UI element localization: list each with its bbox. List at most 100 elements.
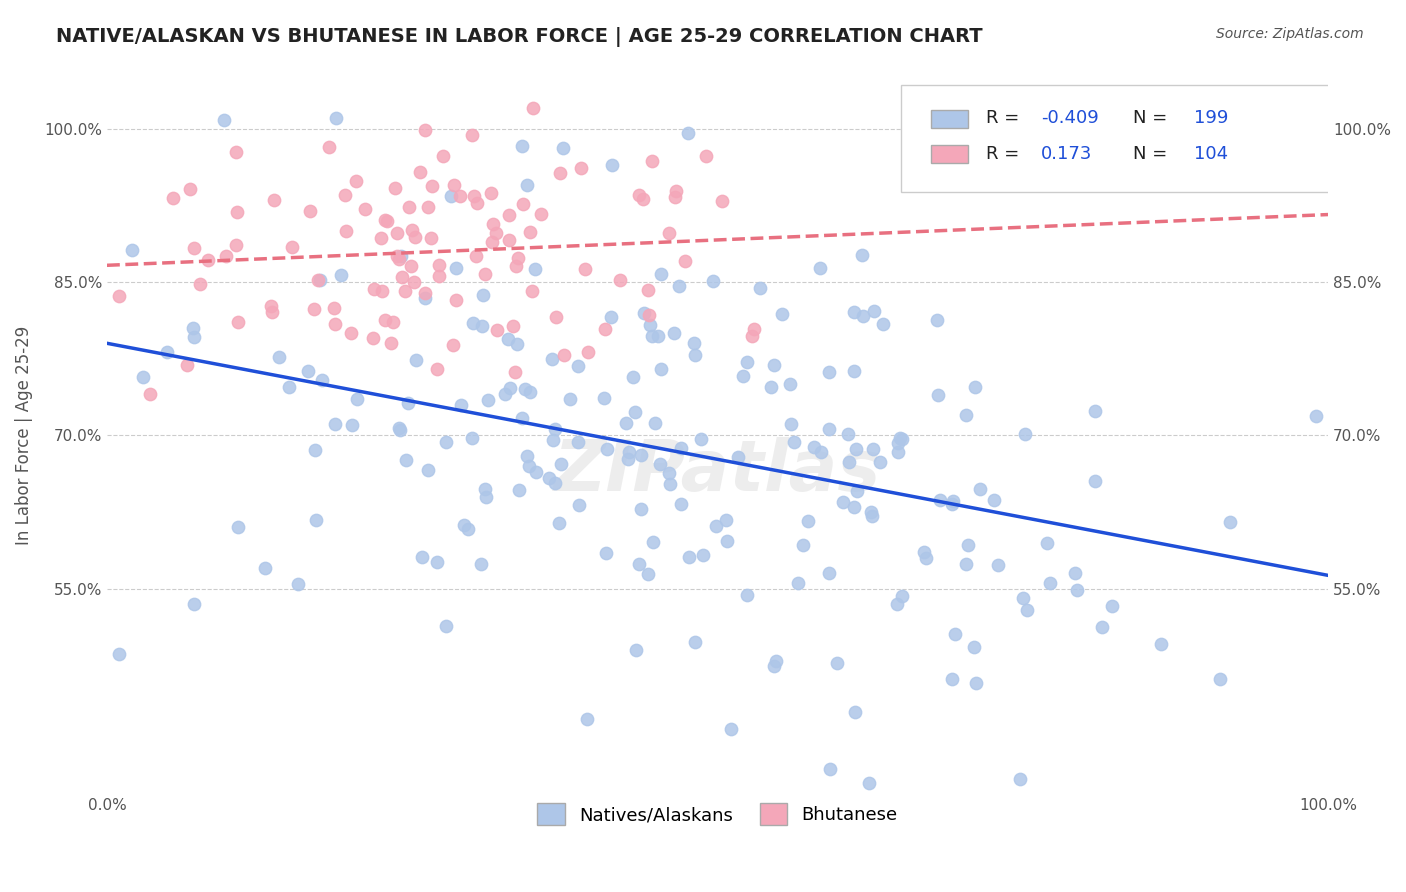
Point <box>963 640 986 655</box>
Point <box>983 493 1005 508</box>
Point <box>277 380 299 394</box>
Point <box>420 179 443 194</box>
Point <box>1010 772 1032 786</box>
Text: 104: 104 <box>1194 145 1227 163</box>
Point <box>576 712 599 726</box>
Point <box>599 310 621 325</box>
Point <box>631 192 654 206</box>
Point <box>388 252 411 266</box>
Point <box>375 214 398 228</box>
Point <box>928 493 950 508</box>
Point <box>673 254 696 268</box>
Point <box>444 293 467 307</box>
Point <box>779 377 801 392</box>
Point <box>817 566 839 581</box>
Point <box>482 217 505 231</box>
Point <box>912 545 935 559</box>
Point <box>484 226 506 240</box>
Point <box>955 557 977 571</box>
Point <box>543 422 565 436</box>
Point <box>621 370 644 384</box>
Point <box>943 627 966 641</box>
Bar <box>931 110 967 128</box>
Point <box>474 490 496 504</box>
Point <box>385 226 408 240</box>
Point <box>641 535 664 549</box>
Point <box>322 301 344 315</box>
Point <box>702 274 724 288</box>
Point <box>281 239 304 253</box>
Point <box>465 196 488 211</box>
Legend: Natives/Alaskans, Bhutanese: Natives/Alaskans, Bhutanese <box>529 795 907 834</box>
Point <box>637 567 659 582</box>
Point <box>692 548 714 562</box>
Point <box>941 497 963 511</box>
Point <box>956 538 979 552</box>
Point <box>427 259 450 273</box>
Point <box>485 323 508 337</box>
Point <box>567 435 589 450</box>
Point <box>1209 673 1232 687</box>
Point <box>329 268 352 282</box>
Point <box>498 208 520 222</box>
Point <box>411 549 433 564</box>
Point <box>650 361 672 376</box>
Point <box>838 455 860 469</box>
Text: -0.409: -0.409 <box>1042 109 1099 128</box>
Point <box>818 421 841 435</box>
Point <box>434 434 457 449</box>
Text: ZIPatlas: ZIPatlas <box>554 437 882 506</box>
Point <box>481 235 503 249</box>
Point <box>323 317 346 331</box>
Point <box>1039 576 1062 591</box>
Point <box>502 319 524 334</box>
Point <box>176 358 198 372</box>
Point <box>955 408 977 422</box>
Point <box>121 243 143 257</box>
Point <box>259 299 281 313</box>
Point <box>844 705 866 719</box>
Point <box>669 441 692 455</box>
Point <box>389 250 412 264</box>
Point <box>309 273 332 287</box>
Point <box>323 417 346 431</box>
Point <box>505 259 527 273</box>
Point <box>665 184 688 198</box>
Point <box>640 318 662 332</box>
Point <box>647 328 669 343</box>
Point <box>477 393 499 408</box>
Point <box>748 280 770 294</box>
Point <box>845 442 868 456</box>
Point <box>662 326 685 340</box>
Point <box>346 392 368 407</box>
Point <box>522 101 544 115</box>
Text: NATIVE/ALASKAN VS BHUTANESE IN LABOR FORCE | AGE 25-29 CORRELATION CHART: NATIVE/ALASKAN VS BHUTANESE IN LABOR FOR… <box>56 27 983 46</box>
Text: R =: R = <box>986 145 1025 163</box>
Point <box>547 516 569 530</box>
Point <box>1011 591 1033 606</box>
Point <box>228 315 250 329</box>
Point <box>453 517 475 532</box>
Point <box>630 501 652 516</box>
Point <box>441 338 464 352</box>
Point <box>384 181 406 195</box>
Point <box>596 442 619 456</box>
Point <box>188 277 211 292</box>
Point <box>132 370 155 384</box>
Point <box>817 365 839 379</box>
Point <box>886 597 908 611</box>
Point <box>225 238 247 252</box>
Point <box>1036 535 1059 549</box>
Point <box>371 284 394 298</box>
Point <box>374 213 396 227</box>
Point <box>887 445 910 459</box>
Text: N =: N = <box>1133 109 1173 128</box>
Point <box>765 654 787 668</box>
Point <box>183 241 205 255</box>
Point <box>710 194 733 209</box>
Point <box>1150 637 1173 651</box>
Point <box>226 204 249 219</box>
Point <box>499 381 522 395</box>
Point <box>307 273 329 287</box>
Point <box>426 554 449 568</box>
